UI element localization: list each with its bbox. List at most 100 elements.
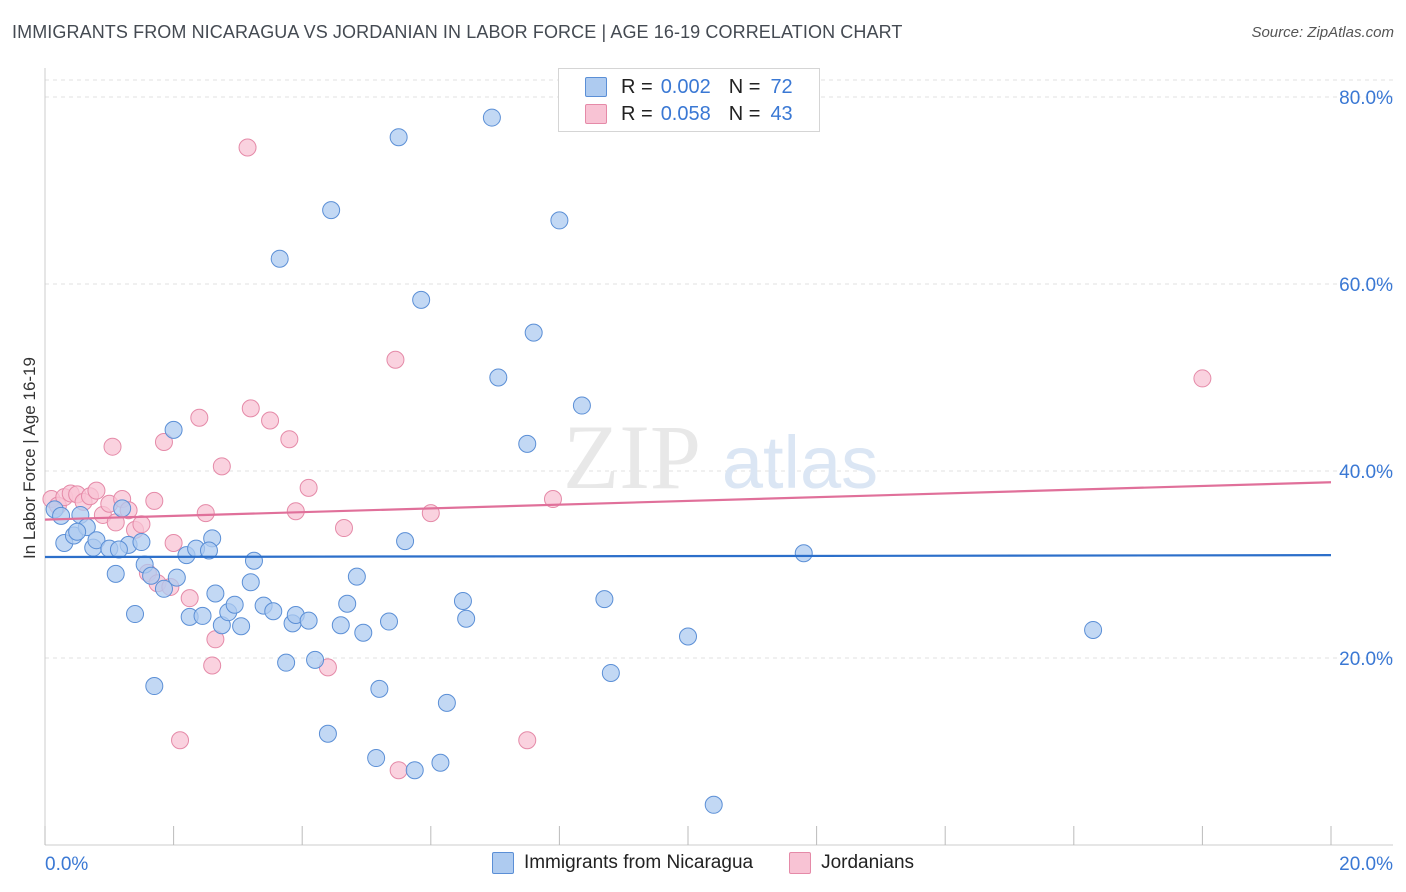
point-jordanians [238, 138, 257, 157]
point-nicaragua [318, 724, 337, 743]
correlation-legend: R = 0.002 N = 72 R = 0.058 N = 43 [558, 68, 820, 132]
point-nicaragua [244, 551, 263, 570]
point-nicaragua [87, 531, 106, 550]
point-jordanians [190, 408, 209, 427]
point-jordanians [154, 433, 173, 452]
point-nicaragua [572, 396, 591, 415]
point-nicaragua [405, 761, 424, 780]
legend-n-value: 72 [770, 75, 793, 98]
legend-r-value: 0.058 [660, 102, 711, 125]
point-nicaragua [794, 544, 813, 563]
point-nicaragua [167, 568, 186, 587]
watermark: ZIP atlas [563, 406, 878, 508]
trend-line-nicaragua [44, 554, 1332, 559]
point-nicaragua [232, 617, 251, 636]
point-nicaragua [679, 627, 697, 646]
legend-n-label: N = [728, 102, 761, 125]
trend-lines [44, 481, 1332, 559]
point-nicaragua [437, 693, 456, 712]
point-nicaragua [453, 591, 472, 610]
trend-line-jordanians [44, 481, 1332, 521]
point-jordanians [203, 656, 222, 675]
point-nicaragua [113, 499, 132, 518]
point-nicaragua [370, 679, 389, 698]
legend-n-label: N = [728, 75, 761, 98]
point-nicaragua [322, 201, 341, 220]
point-jordanians [261, 411, 280, 430]
y-tick-label: 80.0% [1339, 88, 1393, 109]
point-nicaragua [380, 612, 399, 631]
point-nicaragua [347, 567, 366, 586]
legend-swatch-nicaragua [585, 77, 607, 97]
watermark-atlas: atlas [722, 421, 878, 504]
series-nicaragua [45, 108, 1103, 814]
point-nicaragua [431, 753, 450, 772]
point-jordanians [543, 490, 562, 509]
point-jordanians [171, 731, 190, 750]
point-nicaragua [354, 623, 373, 642]
x-tick-label-start: 0.0% [45, 854, 88, 875]
point-jordanians [196, 504, 215, 523]
legend-row-nicaragua: R = 0.002 N = 72 [585, 74, 793, 100]
x-tick-label-end: 20.0% [1339, 854, 1393, 875]
point-nicaragua [126, 605, 145, 624]
point-jordanians [145, 491, 164, 510]
point-jordanians [299, 478, 318, 497]
point-nicaragua [193, 606, 212, 625]
point-nicaragua [106, 564, 125, 583]
legend-row-jordanians: R = 0.058 N = 43 [585, 101, 793, 127]
point-nicaragua [367, 749, 386, 768]
legend-swatch-jordanians [789, 852, 812, 874]
point-nicaragua [132, 533, 151, 552]
point-jordanians [280, 430, 299, 449]
point-nicaragua [1084, 620, 1103, 639]
legend-item-jordanians: Jordanians [789, 852, 914, 874]
series-legend: Immigrants from Nicaragua Jordanians [0, 852, 1406, 874]
grid-lines [45, 79, 1393, 659]
point-jordanians [1193, 369, 1212, 388]
point-nicaragua [270, 249, 289, 268]
point-nicaragua [412, 290, 431, 309]
chart-title: IMMIGRANTS FROM NICARAGUA VS JORDANIAN I… [12, 22, 903, 42]
tick-labels: 20.0% 40.0% 60.0% 80.0% 0.0% 20.0% [45, 88, 1393, 875]
axes [44, 68, 1393, 846]
point-nicaragua [518, 434, 537, 453]
point-nicaragua [225, 595, 244, 614]
point-jordanians [389, 761, 408, 780]
point-nicaragua [154, 579, 173, 598]
point-nicaragua [68, 522, 87, 541]
point-nicaragua [601, 663, 620, 682]
point-nicaragua [264, 602, 283, 621]
point-nicaragua [206, 584, 225, 603]
point-nicaragua [489, 368, 508, 387]
point-nicaragua [142, 566, 161, 585]
point-jordanians [103, 437, 122, 456]
point-jordanians [334, 519, 353, 538]
point-nicaragua [299, 611, 318, 630]
point-nicaragua [331, 616, 350, 635]
legend-item-nicaragua: Immigrants from Nicaragua [491, 852, 754, 874]
y-tick-label: 40.0% [1339, 462, 1393, 483]
legend-r-label: R = [621, 75, 653, 98]
point-jordanians [132, 515, 151, 534]
watermark-zip: ZIP [563, 406, 701, 508]
point-jordanians [212, 457, 231, 476]
point-nicaragua [595, 590, 614, 609]
point-nicaragua [389, 128, 408, 147]
y-tick-label: 20.0% [1339, 649, 1393, 670]
point-jordanians [241, 399, 260, 418]
point-nicaragua [550, 211, 569, 230]
point-nicaragua [524, 323, 543, 342]
point-nicaragua [482, 108, 501, 127]
source-label: Source: ZipAtlas.com [1251, 24, 1394, 41]
point-nicaragua [457, 609, 476, 628]
point-jordanians [164, 533, 183, 552]
point-nicaragua [145, 677, 164, 696]
legend-label-nicaragua: Immigrants from Nicaragua [523, 852, 754, 873]
legend-swatch-nicaragua [491, 852, 514, 874]
point-nicaragua [52, 506, 71, 525]
legend-label-jordanians: Jordanians [821, 852, 915, 873]
point-nicaragua [164, 420, 183, 439]
legend-r-label: R = [621, 102, 653, 125]
